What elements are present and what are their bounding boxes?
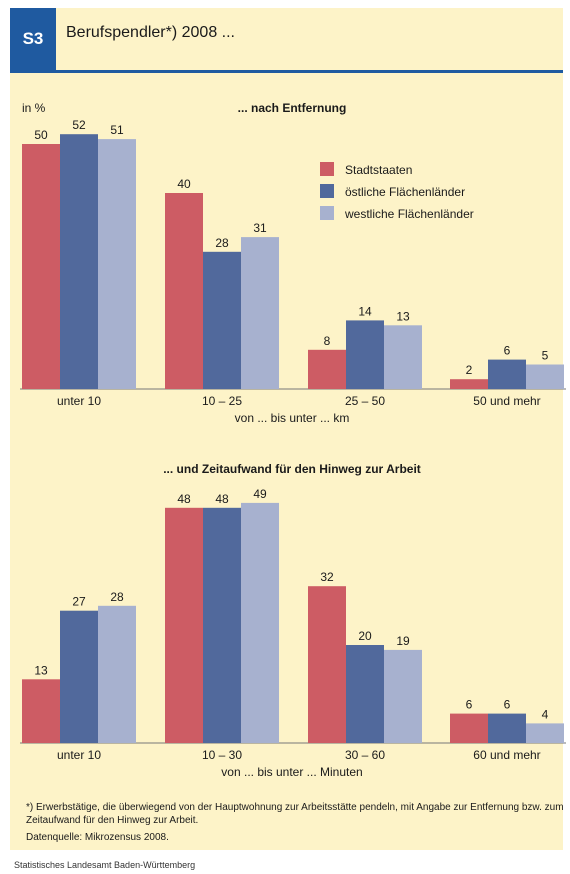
bar	[241, 502, 279, 743]
data-label: 28	[215, 236, 229, 250]
bar	[60, 134, 98, 389]
x-axis-label: von ... bis unter ... km	[235, 411, 350, 425]
figure-badge: S3	[10, 8, 56, 70]
data-label: 19	[396, 634, 410, 648]
bar	[346, 320, 384, 389]
data-label: 48	[177, 492, 191, 506]
legend-label: östliche Flächenländer	[345, 185, 465, 199]
data-label: 4	[542, 707, 549, 721]
legend-swatch	[320, 162, 334, 176]
bar	[203, 251, 241, 389]
bar	[450, 713, 488, 743]
figure-header: S3 Berufspendler*) 2008 ...	[10, 8, 563, 73]
bar	[98, 139, 136, 389]
data-label: 13	[396, 309, 410, 323]
x-tick-label: 25 – 50	[345, 394, 385, 408]
bar	[346, 645, 384, 743]
bar	[165, 193, 203, 389]
data-label: 14	[358, 304, 372, 318]
bar	[308, 349, 346, 389]
bar	[60, 610, 98, 743]
data-label: 49	[253, 487, 267, 501]
legend-label: westliche Flächenländer	[344, 207, 474, 221]
bar	[203, 507, 241, 743]
bar	[384, 325, 422, 389]
bar	[384, 649, 422, 743]
bar	[22, 144, 60, 389]
x-tick-label: 30 – 60	[345, 748, 385, 762]
data-label: 6	[466, 698, 473, 712]
data-label: 50	[34, 128, 48, 142]
data-label: 31	[253, 221, 267, 235]
bar	[526, 723, 564, 743]
data-label: 13	[34, 663, 48, 677]
x-axis-label: von ... bis unter ... Minuten	[221, 765, 362, 779]
data-label: 40	[177, 177, 191, 191]
bar	[98, 605, 136, 743]
data-label: 6	[504, 344, 511, 358]
bar	[488, 713, 526, 743]
data-label: 6	[504, 698, 511, 712]
data-label: 20	[358, 629, 372, 643]
data-label: 48	[215, 492, 229, 506]
bar	[241, 237, 279, 389]
figure-title: Berufspendler*) 2008 ...	[66, 24, 235, 41]
data-label: 8	[324, 334, 331, 348]
x-tick-label: 50 und mehr	[473, 394, 540, 408]
legend-label: Stadtstaaten	[345, 163, 412, 177]
y-axis-label: in %	[22, 101, 46, 115]
data-label: 52	[72, 118, 86, 132]
chart-title: ... und Zeitaufwand für den Hinweg zur A…	[163, 462, 421, 476]
bar	[526, 364, 564, 389]
data-label: 32	[320, 570, 334, 584]
x-tick-label: unter 10	[57, 748, 101, 762]
x-tick-label: 10 – 30	[202, 748, 242, 762]
x-tick-label: 60 und mehr	[473, 748, 540, 762]
data-label: 28	[110, 590, 124, 604]
data-label: 5	[542, 349, 549, 363]
x-tick-label: 10 – 25	[202, 394, 242, 408]
data-source: Datenquelle: Mikrozensus 2008.	[26, 832, 169, 843]
footnote: *) Erwerbstätige, die überwiegend von de…	[26, 802, 564, 826]
x-tick-label: unter 10	[57, 394, 101, 408]
bar	[165, 507, 203, 743]
data-label: 2	[466, 363, 473, 377]
bar	[22, 679, 60, 743]
chart-title: ... nach Entfernung	[238, 101, 347, 115]
bar	[488, 359, 526, 389]
legend-swatch	[320, 206, 334, 220]
publisher-credit: Statistisches Landesamt Baden-Württember…	[14, 860, 196, 870]
bar	[450, 379, 488, 389]
data-label: 51	[110, 123, 124, 137]
data-label: 27	[72, 595, 86, 609]
legend-swatch	[320, 184, 334, 198]
bar	[308, 586, 346, 743]
